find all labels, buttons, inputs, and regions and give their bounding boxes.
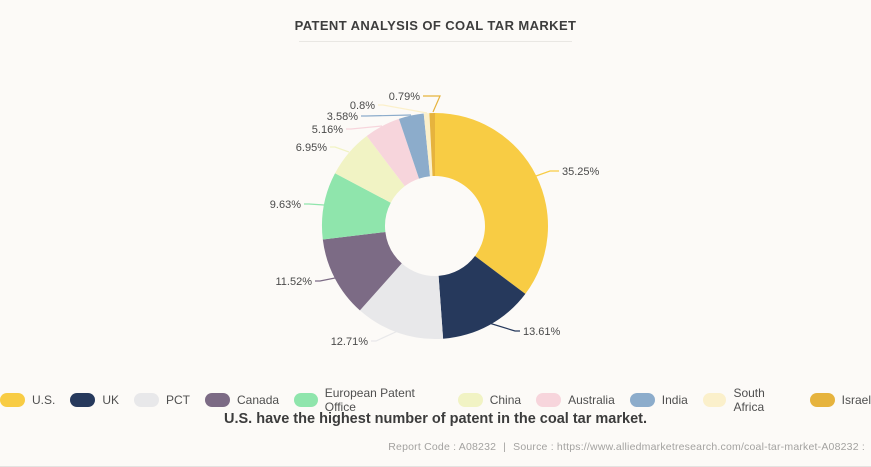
pie-slice-israel[interactable]: [429, 113, 435, 177]
slice-label-uk: 13.61%: [523, 326, 561, 338]
legend-label: India: [661, 393, 688, 407]
slice-label-australia: 5.16%: [312, 124, 343, 136]
legend-swatch: [0, 393, 25, 407]
legend-label: Canada: [237, 393, 280, 407]
legend-item-european-patent-office[interactable]: European Patent Office: [294, 386, 443, 414]
legend-swatch: [294, 393, 318, 407]
legend-label: China: [489, 393, 522, 407]
legend-swatch: [70, 393, 96, 407]
legend-item-canada[interactable]: Canada: [205, 393, 279, 407]
legend-item-china[interactable]: China: [457, 393, 522, 407]
legend-swatch: [809, 393, 835, 407]
slice-label-canada: 11.52%: [276, 276, 313, 288]
slice-leader-line: [535, 170, 559, 177]
legend-item-us[interactable]: U.S.: [0, 393, 55, 407]
slice-leader-line: [315, 277, 336, 282]
pie-slice-south-africa[interactable]: [423, 113, 433, 177]
slice-leader-line: [361, 114, 412, 117]
pie-slice-u-s[interactable]: [435, 113, 548, 294]
legend-swatch: [629, 393, 655, 407]
slice-label-pct: 12.71%: [331, 336, 369, 348]
pie-slice-european-patent-office[interactable]: [321, 173, 391, 240]
legend-item-india[interactable]: India: [629, 393, 688, 407]
slice-label-india: 3.58%: [327, 111, 358, 123]
footer: Report Code : A08232 | Source : https://ww…: [388, 441, 865, 453]
legend-label: UK: [102, 393, 120, 407]
pie-slice-canada[interactable]: [322, 231, 402, 311]
slice-leader-line: [330, 146, 350, 153]
slice-label-european-patent-office: 9.63%: [270, 199, 301, 211]
chart-caption: U.S. have the highest number of patent i…: [224, 411, 647, 427]
legend-label: European Patent Office: [324, 386, 415, 414]
legend-item-israel[interactable]: Israel: [809, 393, 871, 407]
legend-swatch: [536, 393, 562, 407]
legend-label: U.S.: [32, 393, 56, 407]
slice-leader-line: [371, 329, 401, 342]
source-text: Source : https://www.alliedmarketresearc…: [513, 441, 865, 453]
pie-slice-australia[interactable]: [366, 118, 420, 187]
legend-label: South Africa: [733, 386, 765, 414]
legend-label: Israel: [841, 393, 871, 407]
legend-label: PCT: [166, 393, 191, 407]
legend-swatch: [205, 393, 231, 407]
slice-leader-line: [378, 104, 428, 114]
report-code-text: Report Code : A08232: [388, 441, 497, 453]
pie-slice-china[interactable]: [335, 135, 405, 203]
legend-swatch: [457, 393, 483, 407]
slice-leader-line: [423, 95, 441, 113]
slice-label-south-africa: 0.8%: [350, 100, 375, 112]
pie-slice-pct[interactable]: [359, 263, 444, 339]
donut-chart: 35.25% 13.61% 12.71% 11.52% 9.63% 6.95% 5.16%3…: [270, 91, 600, 348]
pie-slice-india[interactable]: [398, 113, 431, 179]
legend-label: Australia: [568, 393, 615, 407]
footer-separator: |: [503, 441, 507, 453]
chart-legend: U.S. UK PCT Canada European Patent Offic…: [0, 386, 871, 414]
slice-leader-line: [488, 322, 520, 332]
legend-item-south-africa[interactable]: South Africa: [702, 386, 795, 414]
slice-label-israel: 0.79%: [389, 91, 420, 103]
legend-item-pct[interactable]: PCT: [134, 393, 190, 407]
legend-item-australia[interactable]: Australia: [536, 393, 615, 407]
slice-leader-line: [304, 203, 325, 206]
page-title: PATENT ANALYSIS OF COAL TAR MARKET: [294, 18, 577, 33]
legend-swatch: [134, 393, 160, 407]
slice-label-u-s: 35.25%: [562, 166, 600, 178]
slice-leader-line: [346, 125, 383, 130]
title-underline: [299, 41, 572, 42]
pie-slice-uk[interactable]: [438, 256, 526, 339]
slice-label-china: 6.95%: [296, 142, 327, 154]
legend-swatch: [702, 393, 727, 407]
legend-item-uk[interactable]: UK: [70, 393, 119, 407]
